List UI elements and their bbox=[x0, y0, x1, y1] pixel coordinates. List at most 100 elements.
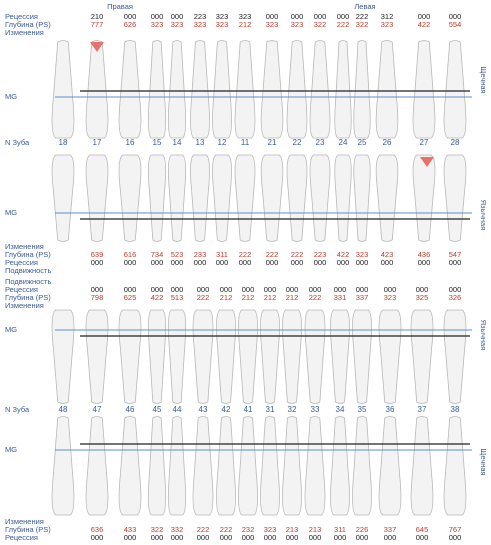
tooth bbox=[286, 40, 308, 139]
tooth-number: 15 bbox=[153, 138, 162, 147]
tooth bbox=[375, 40, 399, 139]
row-value: 000 bbox=[291, 258, 304, 267]
tooth-number: 35 bbox=[358, 405, 367, 414]
row-value: 000 bbox=[151, 285, 164, 294]
tooth bbox=[118, 309, 142, 404]
tooth bbox=[167, 309, 187, 404]
row-value: 000 bbox=[291, 12, 304, 21]
tooth bbox=[352, 309, 372, 404]
tooth bbox=[85, 40, 109, 139]
row-value: 332 bbox=[171, 525, 184, 534]
row-value: 422 bbox=[418, 20, 431, 29]
row-value: 513 bbox=[171, 293, 184, 302]
tooth bbox=[378, 416, 402, 516]
row-value: 433 bbox=[124, 525, 137, 534]
tooth bbox=[216, 309, 236, 404]
row-value: 222 bbox=[197, 293, 210, 302]
row-value: 547 bbox=[449, 250, 462, 259]
tooth bbox=[334, 154, 352, 242]
mg-label: MG bbox=[5, 92, 17, 101]
row-value: 000 bbox=[151, 533, 164, 542]
row-value: 000 bbox=[91, 258, 104, 267]
tooth-number: 12 bbox=[218, 138, 227, 147]
row-value: 436 bbox=[418, 250, 431, 259]
row-value: 000 bbox=[266, 12, 279, 21]
row-value: 213 bbox=[286, 525, 299, 534]
tooth-number: 48 bbox=[59, 405, 68, 414]
row-label: Рецессия bbox=[5, 12, 38, 21]
row-label: Рецессия bbox=[5, 258, 38, 267]
row-value: 000 bbox=[220, 285, 233, 294]
row-value: 000 bbox=[264, 285, 277, 294]
marker bbox=[420, 157, 434, 167]
row-value: 222 bbox=[291, 250, 304, 259]
row-label: Изменения bbox=[5, 301, 44, 310]
row-value: 000 bbox=[91, 285, 104, 294]
tooth-number: 46 bbox=[126, 405, 135, 414]
tooth-number: 23 bbox=[316, 138, 325, 147]
tooth-number: 14 bbox=[173, 138, 182, 147]
tooth bbox=[147, 40, 167, 139]
row-value: 734 bbox=[151, 250, 164, 259]
row-value: 000 bbox=[124, 12, 137, 21]
row-value: 000 bbox=[309, 285, 322, 294]
row-value: 000 bbox=[314, 12, 327, 21]
row-value: 212 bbox=[220, 293, 233, 302]
tooth bbox=[85, 309, 109, 404]
tooth bbox=[234, 40, 256, 139]
tooth-number-label: N Зуба bbox=[5, 405, 30, 414]
tooth bbox=[412, 40, 436, 139]
tooth bbox=[190, 40, 210, 139]
tooth-number: 33 bbox=[311, 405, 320, 414]
tooth bbox=[238, 416, 258, 516]
row-value: 322 bbox=[314, 20, 327, 29]
row-label: Изменения bbox=[5, 242, 44, 251]
tooth bbox=[147, 154, 167, 242]
row-label: Глубина (PS) bbox=[5, 525, 51, 534]
tooth-number: 21 bbox=[268, 138, 277, 147]
tooth-number: 31 bbox=[266, 405, 275, 414]
header-left: Левая bbox=[354, 2, 375, 11]
row-value: 000 bbox=[151, 12, 164, 21]
row-value: 232 bbox=[242, 525, 255, 534]
row-value: 616 bbox=[124, 250, 137, 259]
tooth bbox=[330, 416, 350, 516]
tooth bbox=[330, 309, 350, 404]
row-value: 000 bbox=[449, 258, 462, 267]
tooth bbox=[378, 309, 402, 404]
row-value: 000 bbox=[216, 258, 229, 267]
mg-label: MG bbox=[5, 445, 17, 454]
row-value: 423 bbox=[381, 250, 394, 259]
row-label: Рецессия bbox=[5, 533, 38, 542]
side-label: Щечная bbox=[479, 448, 488, 475]
tooth-number: 44 bbox=[173, 405, 182, 414]
tooth-number: 13 bbox=[196, 138, 205, 147]
row-value: 000 bbox=[356, 285, 369, 294]
tooth-number: 37 bbox=[418, 405, 427, 414]
row-value: 798 bbox=[91, 293, 104, 302]
side-label: Щечная bbox=[479, 66, 488, 93]
tooth bbox=[304, 416, 326, 516]
mg-label: MG bbox=[5, 325, 17, 334]
tooth bbox=[353, 40, 371, 139]
row-value: 000 bbox=[194, 258, 207, 267]
row-value: 000 bbox=[239, 258, 252, 267]
tooth-number: 25 bbox=[358, 138, 367, 147]
tooth bbox=[167, 416, 187, 516]
tooth bbox=[167, 154, 187, 242]
row-value: 312 bbox=[381, 12, 394, 21]
row-value: 000 bbox=[416, 285, 429, 294]
row-value: 323 bbox=[266, 20, 279, 29]
row-value: 000 bbox=[334, 533, 347, 542]
row-value: 554 bbox=[449, 20, 462, 29]
row-value: 323 bbox=[216, 20, 229, 29]
tooth bbox=[51, 40, 75, 139]
row-label: Подвижность bbox=[5, 266, 51, 275]
side-label: Язычная bbox=[479, 320, 488, 351]
row-value: 000 bbox=[266, 258, 279, 267]
tooth bbox=[118, 416, 142, 516]
row-value: 000 bbox=[286, 285, 299, 294]
row-label: Глубина (PS) bbox=[5, 250, 51, 259]
row-value: 325 bbox=[416, 293, 429, 302]
tooth bbox=[443, 40, 467, 139]
